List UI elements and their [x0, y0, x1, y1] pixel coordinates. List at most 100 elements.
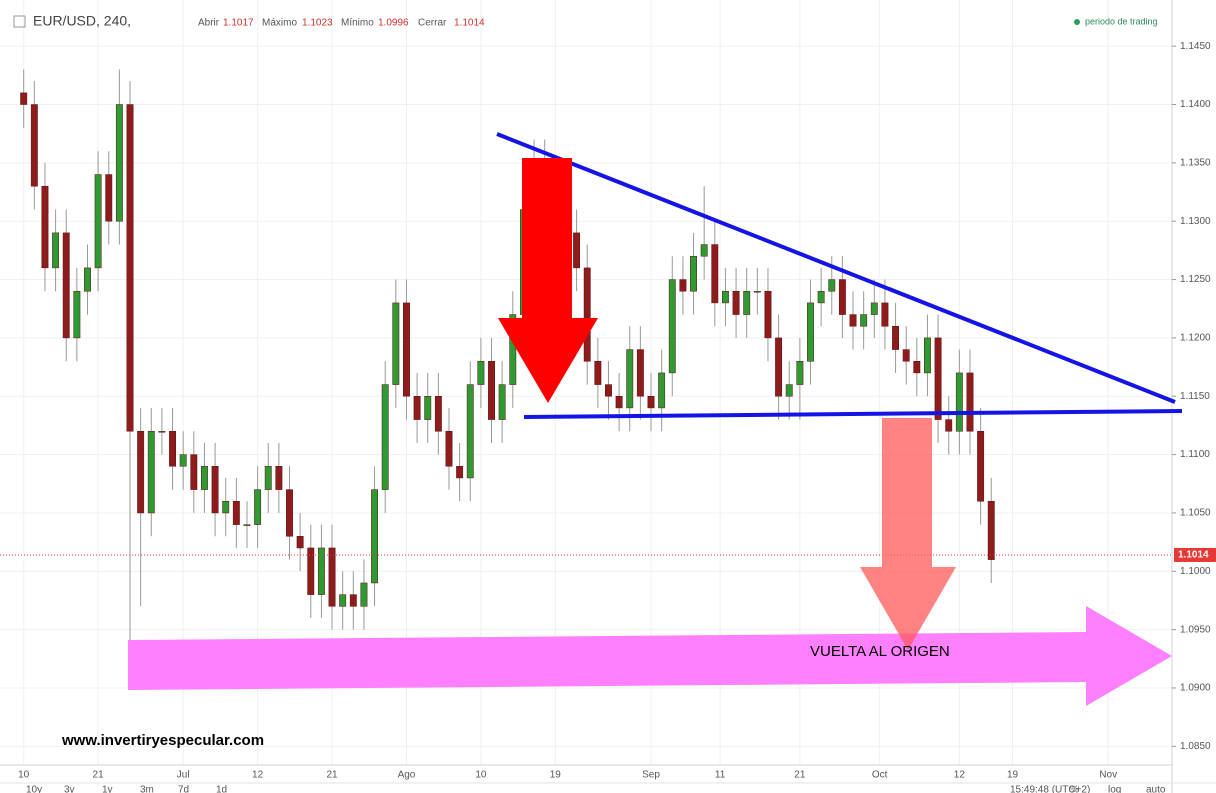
candle-body	[434, 396, 442, 432]
candle-body	[977, 431, 985, 502]
candle-body	[84, 267, 91, 292]
candle-body	[328, 547, 336, 607]
x-tick-label: 21	[794, 770, 806, 781]
candle-body	[828, 279, 836, 292]
x-tick-label: 12	[252, 770, 264, 781]
down-arrow	[498, 158, 598, 403]
axes: 1.0850 1.0900 1.0950 1.1000 1.1050 1.1100 1.11…	[18, 41, 1216, 781]
candles	[0, 69, 1172, 677]
x-tick-label: 19	[1007, 770, 1019, 781]
high-value: 1.1023	[302, 18, 333, 29]
candle-body	[817, 290, 825, 304]
candle-body	[615, 396, 623, 409]
y-tick-label: 1.1200	[1180, 333, 1211, 344]
candle-body	[573, 232, 581, 269]
candle-body	[647, 396, 655, 409]
range-button[interactable]: 10y	[26, 785, 42, 793]
scale-option[interactable]: %	[1070, 785, 1079, 793]
x-tick-label: 21	[326, 770, 338, 781]
candle-body	[137, 431, 145, 514]
drawings: VUELTA AL ORIGEN www.invertiryespecular.…	[61, 132, 1183, 749]
candle-body	[743, 290, 751, 315]
range-button[interactable]: 3y	[64, 785, 75, 793]
y-tick-label: 1.1050	[1180, 508, 1211, 519]
y-tick-label: 1.1250	[1180, 274, 1211, 285]
y-tick-label: 1.1450	[1180, 41, 1211, 52]
candle-body	[987, 501, 995, 560]
x-tick-label: Jul	[177, 770, 190, 781]
candle-body	[381, 384, 389, 490]
candle-body	[849, 314, 857, 327]
candle-body	[583, 267, 591, 362]
candle-body	[264, 466, 272, 490]
range-button[interactable]: 7d	[178, 785, 189, 793]
close-label: Cerrar	[418, 18, 447, 29]
x-tick-label: Oct	[872, 770, 888, 781]
symbol-icon	[13, 15, 26, 28]
candle-body	[456, 466, 464, 479]
candle-body	[360, 582, 368, 607]
session-label[interactable]: periodo de trading	[1085, 16, 1158, 26]
last-price-label: 1.1014	[1178, 550, 1209, 561]
candle-body	[732, 290, 740, 315]
candle-body	[232, 501, 240, 525]
watermark: www.invertiryespecular.com	[61, 732, 264, 749]
candle-body	[700, 244, 708, 257]
candle-body	[201, 466, 208, 490]
y-tick-label: 1.1400	[1180, 99, 1211, 110]
y-tick-label: 1.1000	[1180, 566, 1211, 577]
candle-body	[317, 547, 325, 595]
y-tick-label: 1.0950	[1180, 624, 1211, 635]
candle-body	[605, 384, 612, 397]
y-tick-label: 1.1150	[1180, 391, 1210, 402]
candle-body	[721, 290, 729, 304]
range-button[interactable]: 1y	[102, 785, 113, 793]
candle-body	[934, 337, 942, 420]
x-tick-label: 10	[18, 770, 30, 781]
candle-body	[690, 255, 697, 292]
candle-body	[945, 419, 953, 432]
candle-body	[403, 302, 410, 397]
y-tick-label: 1.1100	[1180, 449, 1210, 460]
symbol: EUR/USD, 240,	[33, 13, 131, 29]
candle-body	[445, 431, 453, 467]
candle-body	[807, 302, 814, 362]
candle-body	[339, 594, 347, 607]
candle-body	[94, 174, 102, 269]
candle-body	[881, 302, 889, 327]
header: EUR/USD, 240, Abrir 1.1017 Máximo 1.1023…	[13, 13, 1158, 29]
target-arrow	[860, 418, 956, 650]
x-tick-label: 21	[93, 770, 105, 781]
toolbar: 15:49:48 (UTC+2) 10y 3y 1y 3m 7d 1d% log auto	[26, 785, 1166, 793]
candle-body	[902, 349, 910, 362]
candle-body	[52, 232, 60, 269]
scale-option[interactable]: auto	[1146, 785, 1166, 793]
range-button[interactable]: 1d	[216, 785, 227, 793]
candle-body	[190, 454, 198, 490]
candle-body	[498, 384, 506, 420]
candle-body	[753, 290, 761, 293]
candle-body	[179, 454, 187, 467]
candle-body	[307, 547, 315, 595]
x-tick-label: 12	[954, 770, 966, 781]
candle-body	[658, 372, 666, 409]
candle-body	[870, 302, 878, 315]
candle-body	[796, 360, 804, 385]
candle-body	[158, 431, 166, 433]
candle-body	[211, 466, 219, 514]
scale-option[interactable]: log	[1108, 785, 1121, 793]
x-tick-label: 10	[475, 770, 487, 781]
candle-body	[775, 337, 783, 397]
origin-arrow	[128, 606, 1172, 706]
candle-body	[594, 360, 602, 385]
range-button[interactable]: 3m	[140, 785, 154, 793]
candle-body	[488, 360, 495, 420]
candle-body	[222, 501, 230, 514]
annotation-text: VUELTA AL ORIGEN	[810, 643, 950, 660]
support-line	[523, 409, 1183, 419]
candle-body	[41, 185, 49, 269]
candle-body	[243, 524, 251, 526]
open-value: 1.1017	[223, 18, 254, 29]
candle-body	[966, 372, 974, 432]
